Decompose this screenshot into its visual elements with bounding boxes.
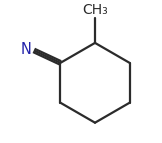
Text: CH₃: CH₃ xyxy=(82,3,108,17)
Text: N: N xyxy=(20,42,31,57)
